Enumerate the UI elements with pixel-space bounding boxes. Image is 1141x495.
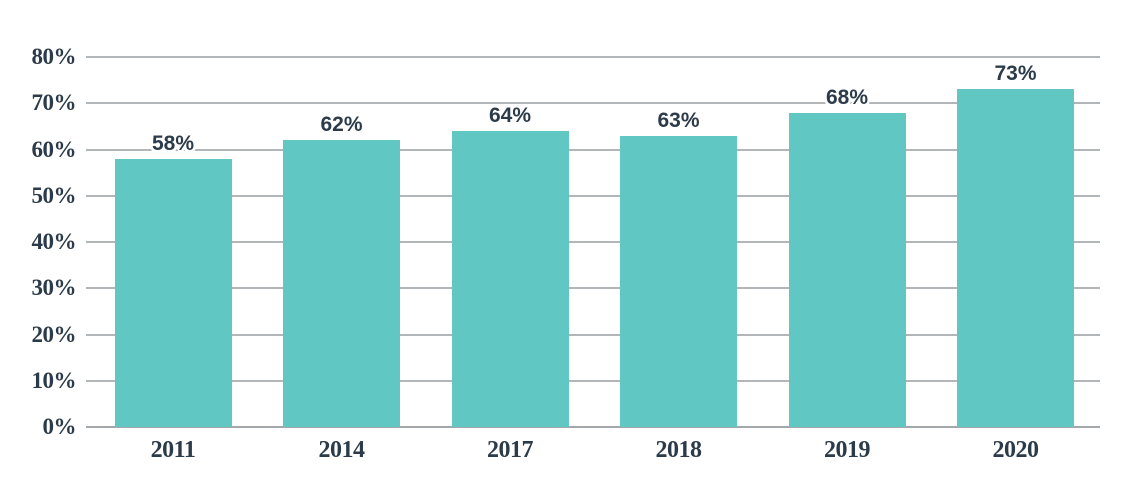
y-tick-label: 60% [31, 136, 77, 162]
gridline [86, 148, 1100, 151]
bar-2019 [788, 112, 906, 427]
gridline [86, 56, 1100, 58]
gridline [86, 241, 1100, 243]
bar-value-label: 62% [320, 113, 363, 137]
y-tick-label: 0% [42, 414, 77, 439]
gridline [86, 333, 1100, 336]
y-tick-label: 40% [31, 229, 77, 254]
bar-2017 [451, 131, 569, 427]
bar-value-label: 73% [994, 62, 1037, 86]
bar-value-label: 68% [825, 85, 869, 109]
x-tick-label: 2018 [655, 437, 703, 463]
plot-area: 58% 62% 64% 63% 68% 73% [86, 56, 1100, 428]
y-tick-label: 20% [31, 321, 77, 347]
bar-2011 [114, 158, 232, 427]
gridline [86, 287, 1100, 290]
gridline [86, 102, 1100, 105]
gridline [86, 379, 1100, 382]
y-tick-label: 30% [31, 275, 77, 301]
y-tick-label: 70% [31, 90, 77, 116]
bar-value-label: 63% [657, 108, 700, 132]
bar-2020 [957, 89, 1074, 427]
x-tick-label: 2019 [824, 437, 871, 463]
y-tick-label: 10% [31, 367, 77, 393]
bar-2018 [620, 135, 737, 427]
x-tick-label: 2014 [318, 437, 366, 463]
x-tick-label: 2017 [487, 437, 534, 463]
x-tick-label: 2011 [150, 437, 196, 463]
y-tick-label: 50% [31, 182, 77, 208]
bar-value-label: 64% [488, 104, 532, 127]
gridline [86, 194, 1100, 197]
x-tick-label: 2020 [992, 437, 1040, 463]
bar-2014 [283, 140, 400, 427]
bar-value-label: 58% [151, 131, 195, 155]
y-tick-label: 80% [31, 44, 77, 69]
x-axis-line [86, 426, 1100, 428]
